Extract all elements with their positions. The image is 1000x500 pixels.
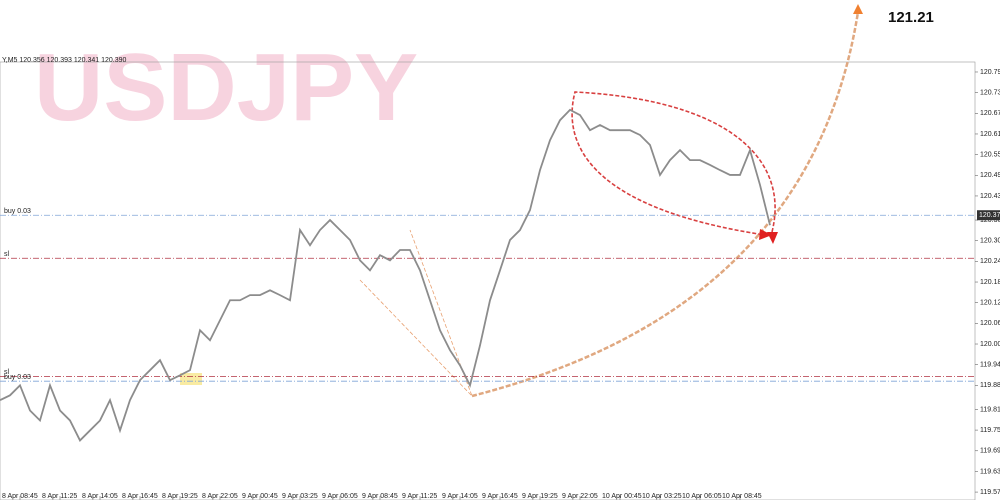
x-tick-label: 8 Apr 22:05 bbox=[202, 493, 238, 500]
x-tick-label: 9 Apr 00:45 bbox=[242, 493, 278, 500]
x-tick-label: 8 Apr 19:25 bbox=[162, 493, 198, 500]
x-tick-label: 8 Apr 08:45 bbox=[2, 493, 38, 500]
target-curve bbox=[471, 11, 860, 398]
price-line bbox=[0, 108, 771, 442]
x-tick-label: 10 Apr 00:45 bbox=[602, 493, 642, 500]
y-tick-label: 120.61 bbox=[980, 131, 1000, 138]
x-tick-label: 9 Apr 19:25 bbox=[522, 493, 558, 500]
y-tick-label: 120.73 bbox=[980, 89, 1000, 96]
y-tick-label: 119.88 bbox=[980, 382, 1000, 389]
triangle-line bbox=[359, 229, 473, 397]
x-tick-label: 8 Apr 14:05 bbox=[82, 493, 118, 500]
level-label: buy 0.03 bbox=[4, 374, 31, 381]
y-tick-label: 120.30 bbox=[980, 238, 1000, 245]
x-tick-label: 9 Apr 03:25 bbox=[282, 493, 318, 500]
x-tick-label: 9 Apr 16:45 bbox=[482, 493, 518, 500]
price-box bbox=[977, 210, 1000, 221]
drawings bbox=[180, 4, 863, 398]
y-tick-label: 120.67 bbox=[980, 110, 1000, 117]
x-tick-label: 9 Apr 11:25 bbox=[402, 493, 437, 500]
x-tick-label: 10 Apr 03:25 bbox=[642, 493, 682, 500]
arrow-head bbox=[853, 4, 863, 14]
y-tick-label: 120.55 bbox=[980, 151, 1000, 158]
level-label: sl bbox=[4, 369, 10, 376]
level-label: sl bbox=[4, 251, 10, 258]
y-tick-label: 119.94 bbox=[980, 362, 1000, 369]
header: Y,M5 120.356 120.393 120.341 120.390 bbox=[2, 57, 127, 64]
y-tick-label: 120.12 bbox=[980, 300, 1000, 307]
y-tick-label: 120.43 bbox=[980, 193, 1000, 200]
y-tick-label: 120.36 bbox=[980, 217, 1000, 224]
y-tick-label: 120.06 bbox=[980, 320, 1000, 327]
arrow-head bbox=[759, 229, 772, 240]
x-tick-label: 9 Apr 08:45 bbox=[362, 493, 398, 500]
watermark: USDJPY bbox=[34, 34, 418, 141]
level-label: buy 0.03 bbox=[4, 208, 31, 215]
y-tick-label: 120.49 bbox=[980, 172, 1000, 179]
y-tick-label: 120.79 bbox=[980, 69, 1000, 76]
y-tick-label: 119.81 bbox=[980, 406, 1000, 413]
y-tick-label: 120.18 bbox=[980, 279, 1000, 286]
x-tick-label: 9 Apr 14:05 bbox=[442, 493, 478, 500]
y-tick-label: 119.57 bbox=[980, 489, 1000, 496]
x-tick-label: 8 Apr 16:45 bbox=[122, 493, 158, 500]
x-tick-label: 8 Apr 11:25 bbox=[42, 493, 77, 500]
y-tick-label: 119.75 bbox=[980, 427, 1000, 434]
x-tick-label: 9 Apr 22:05 bbox=[562, 493, 598, 500]
annotation: 121.21 bbox=[888, 9, 934, 26]
y-tick-label: 119.69 bbox=[980, 448, 1000, 455]
y-tick-label: 120.24 bbox=[980, 258, 1000, 265]
price-label: 120.37 bbox=[979, 212, 1000, 219]
marker-box bbox=[180, 373, 202, 385]
loop-curve bbox=[571, 91, 776, 236]
plot-frame bbox=[0, 61, 976, 500]
x-tick-label: 9 Apr 06:05 bbox=[322, 493, 358, 500]
y-tick-label: 119.63 bbox=[980, 468, 1000, 475]
x-tick-label: 10 Apr 06:05 bbox=[682, 493, 722, 500]
x-tick-label: 10 Apr 08:45 bbox=[722, 493, 762, 500]
y-tick-label: 120.00 bbox=[980, 341, 1000, 348]
